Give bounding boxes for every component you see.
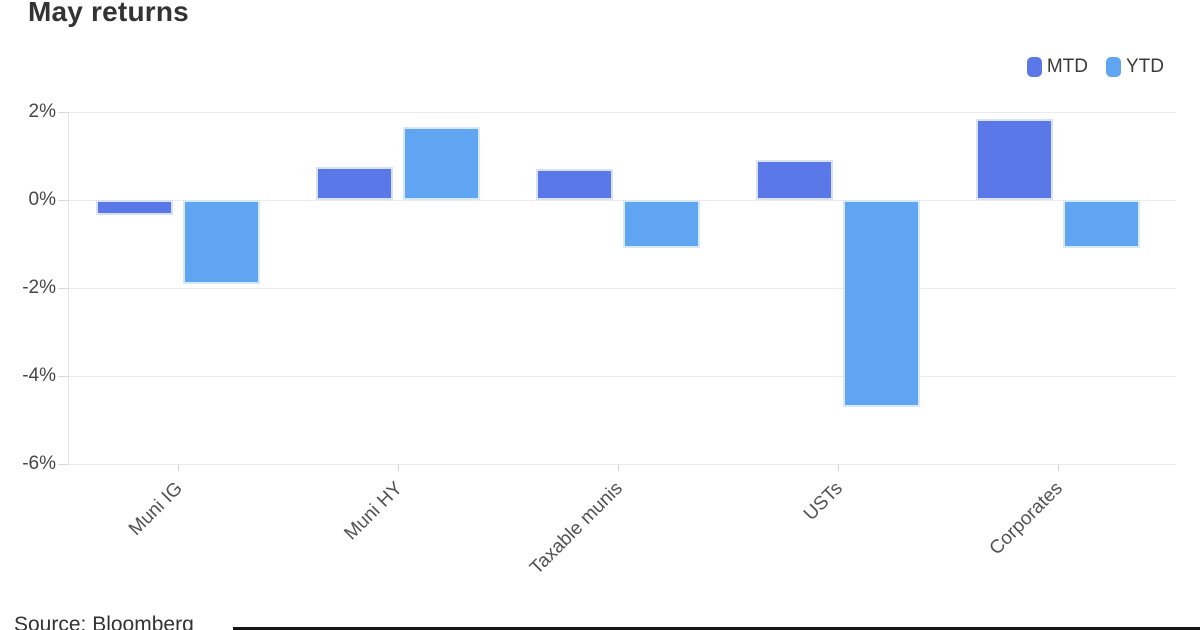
y-axis-tick <box>58 376 68 377</box>
y-axis-label: -2% <box>22 277 56 298</box>
x-axis-label: Muni IG <box>124 478 187 540</box>
mtd-swatch-icon <box>1026 57 1042 77</box>
bar-mtd-taxable-munis <box>536 169 613 200</box>
legend-label-ytd: YTD <box>1126 56 1164 77</box>
bar-ytd-corporates <box>1063 200 1140 249</box>
bar-ytd-muni-ig <box>183 200 260 284</box>
gridline <box>68 464 1176 465</box>
x-axis-label: Corporates <box>985 478 1067 560</box>
ytd-swatch-icon <box>1106 57 1121 77</box>
bar-ytd-taxable-munis <box>623 200 700 249</box>
y-axis-tick <box>58 464 68 465</box>
y-axis-tick <box>58 288 68 289</box>
chart-title: May returns <box>28 0 189 27</box>
bar-ytd-usts <box>843 200 920 407</box>
y-axis-line <box>68 112 69 464</box>
x-axis-tick <box>178 464 179 471</box>
y-axis-label: 0% <box>28 189 56 210</box>
y-axis-tick <box>58 200 68 201</box>
x-axis-label: Taxable munis <box>526 478 627 579</box>
gridline <box>68 376 1176 377</box>
y-axis-label: -4% <box>22 365 56 386</box>
x-axis-label: Muni HY <box>340 478 407 545</box>
bar-ytd-muni-hy <box>403 127 480 200</box>
x-axis-tick <box>618 464 619 471</box>
x-axis-tick <box>838 464 839 471</box>
legend-item-mtd[interactable]: MTD <box>1026 56 1088 78</box>
bar-mtd-usts <box>756 160 833 200</box>
gridline <box>68 112 1176 113</box>
gridline <box>68 288 1176 289</box>
source-note: Source: Bloomberg <box>14 613 194 630</box>
bar-mtd-muni-ig <box>96 200 173 216</box>
legend-label-mtd: MTD <box>1046 56 1088 77</box>
bar-mtd-muni-hy <box>316 167 393 200</box>
legend: MTD YTD <box>1026 56 1164 78</box>
gridline <box>68 200 1176 201</box>
y-axis-label: -6% <box>22 453 56 474</box>
y-axis-tick <box>58 112 68 113</box>
legend-item-ytd[interactable]: YTD <box>1106 56 1164 78</box>
x-axis-label: USTs <box>799 478 847 525</box>
bar-mtd-corporates <box>976 118 1053 200</box>
x-axis-tick <box>398 464 399 471</box>
x-axis-tick <box>1058 464 1059 471</box>
y-axis-label: 2% <box>28 101 56 122</box>
bottom-divider <box>233 627 1200 630</box>
